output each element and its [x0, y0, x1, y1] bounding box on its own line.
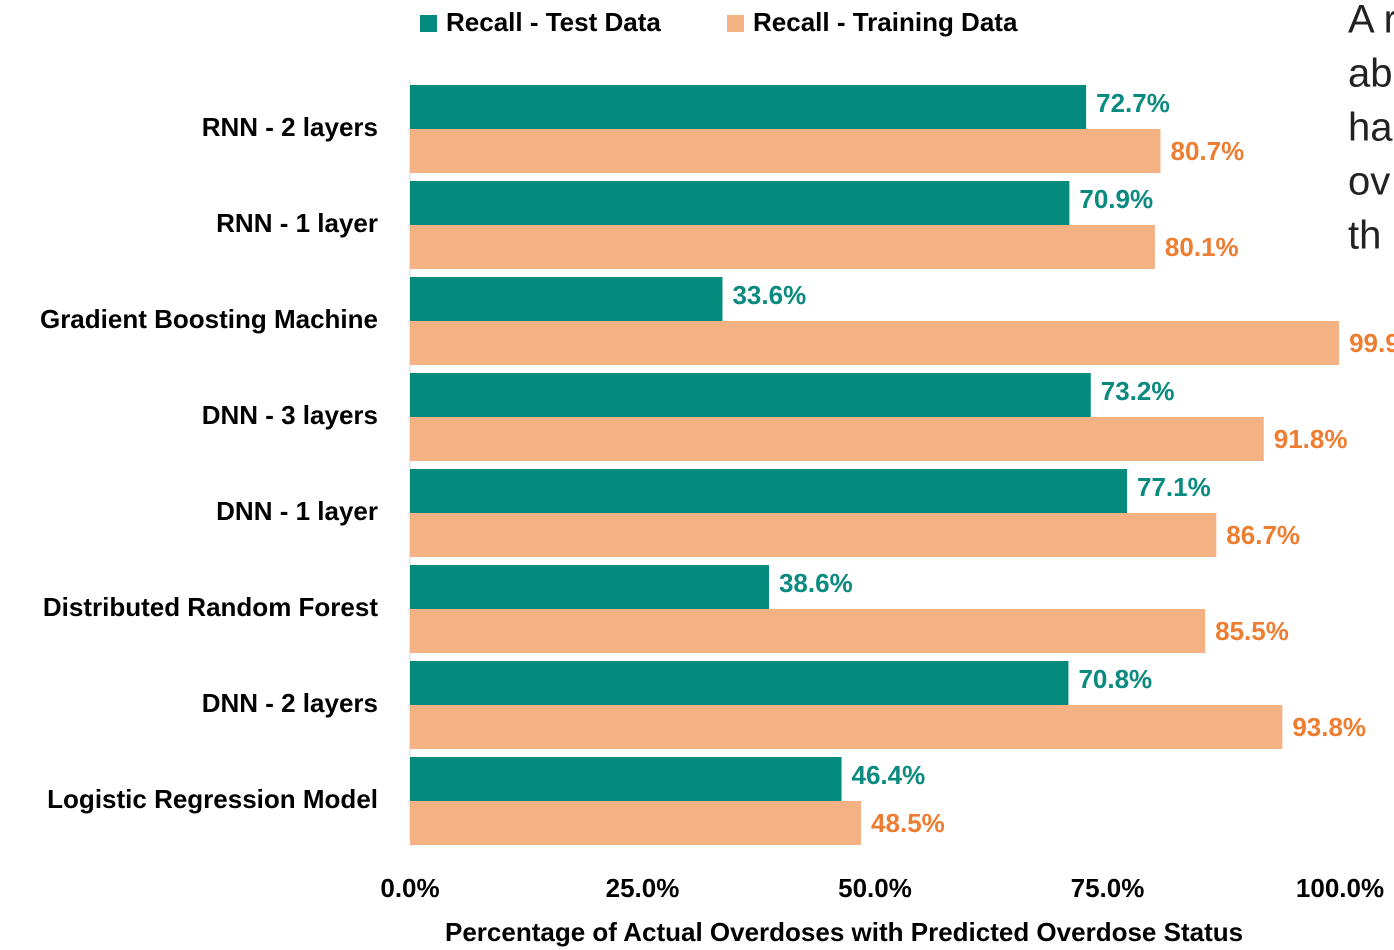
value-label: 86.7% [1226, 520, 1300, 550]
value-label: 93.8% [1292, 712, 1366, 742]
value-label: 72.7% [1096, 88, 1170, 118]
value-label: 91.8% [1274, 424, 1348, 454]
annotation: ov [1348, 160, 1390, 204]
bar [410, 225, 1155, 269]
value-label: 70.8% [1078, 664, 1152, 694]
value-label: 85.5% [1215, 616, 1289, 646]
y-tick-label: Gradient Boosting Machine [40, 304, 378, 334]
x-tick-label: 0.0% [380, 873, 439, 903]
x-tick-label: 50.0% [838, 873, 912, 903]
bar [410, 417, 1264, 461]
value-label: 46.4% [852, 760, 926, 790]
bar [410, 373, 1091, 417]
legend-swatch [420, 15, 437, 32]
bar [410, 469, 1128, 513]
bar [410, 513, 1217, 557]
annotation: ab [1348, 52, 1393, 96]
y-tick-label: DNN - 1 layer [216, 496, 378, 526]
bar [410, 757, 842, 801]
bar [410, 129, 1161, 173]
bar [410, 565, 769, 609]
value-label: 33.6% [732, 280, 806, 310]
value-label: 77.1% [1137, 472, 1211, 502]
y-tick-label: DNN - 2 layers [202, 688, 378, 718]
value-label: 99.9% [1349, 328, 1394, 358]
bar [410, 85, 1087, 129]
x-tick-label: 100.0% [1296, 873, 1384, 903]
y-tick-label: Distributed Random Forest [43, 592, 378, 622]
bar [410, 321, 1340, 365]
y-tick-label: RNN - 2 layers [202, 112, 378, 142]
y-tick-label: RNN - 1 layer [216, 208, 378, 238]
annotation: th [1348, 214, 1381, 258]
bar [410, 801, 862, 845]
bar [410, 609, 1206, 653]
bar [410, 661, 1069, 705]
legend-swatch [727, 15, 744, 32]
value-label: 70.9% [1079, 184, 1153, 214]
bar [410, 181, 1070, 225]
x-tick-label: 75.0% [1071, 873, 1145, 903]
x-tick-label: 25.0% [606, 873, 680, 903]
annotation: ha [1348, 106, 1393, 150]
bar [410, 277, 723, 321]
value-label: 80.7% [1171, 136, 1245, 166]
x-axis-title: Percentage of Actual Overdoses with Pred… [445, 917, 1243, 947]
annotation: A r [1348, 0, 1394, 42]
value-label: 38.6% [779, 568, 853, 598]
legend-label: Recall - Training Data [753, 7, 1018, 37]
value-label: 73.2% [1101, 376, 1175, 406]
y-tick-label: Logistic Regression Model [47, 784, 378, 814]
value-label: 48.5% [871, 808, 945, 838]
legend-label: Recall - Test Data [446, 7, 661, 37]
value-label: 80.1% [1165, 232, 1239, 262]
y-tick-label: DNN - 3 layers [202, 400, 378, 430]
bar [410, 705, 1283, 749]
